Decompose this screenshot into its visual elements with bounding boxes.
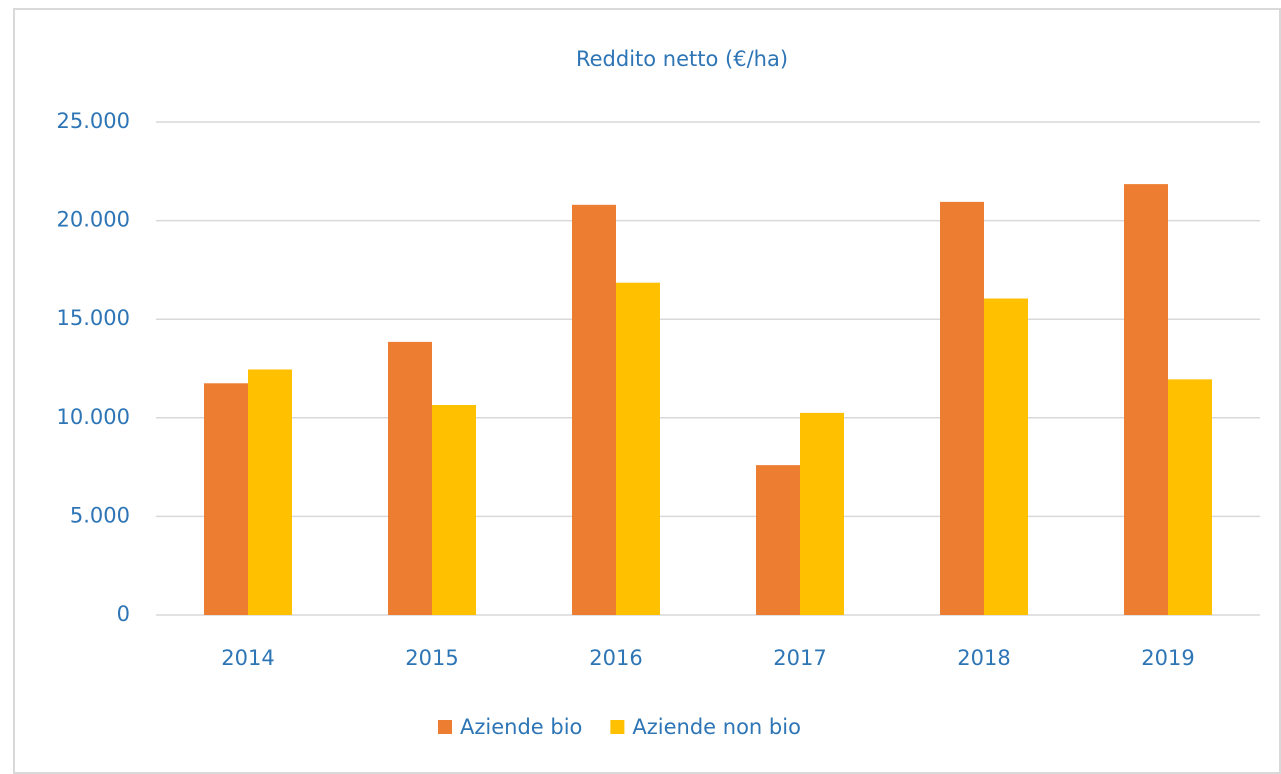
x-tick-label: 2019: [1141, 646, 1194, 670]
bar: [572, 204, 616, 615]
bar: [800, 412, 844, 615]
y-tick-label: 0: [117, 602, 130, 626]
bar: [1168, 379, 1212, 615]
bar: [940, 201, 984, 615]
y-tick-label: 25.000: [57, 109, 130, 133]
y-tick-label: 15.000: [57, 306, 130, 330]
legend-swatch: [610, 720, 625, 734]
bar: [984, 298, 1028, 615]
y-tick-label: 5.000: [70, 503, 130, 527]
x-tick-label: 2015: [405, 646, 458, 670]
x-tick-label: 2016: [589, 646, 642, 670]
legend-swatch: [438, 720, 452, 734]
x-tick-label: 2014: [221, 646, 274, 670]
x-tick-label: 2017: [773, 646, 826, 670]
bar: [756, 465, 800, 615]
bar: [248, 369, 292, 615]
x-tick-label: 2018: [957, 646, 1010, 670]
y-tick-label: 10.000: [57, 405, 130, 429]
legend-label: Aziende non bio: [632, 715, 801, 739]
legend-label: Aziende bio: [460, 715, 582, 739]
bar: [1124, 184, 1168, 616]
bar: [432, 404, 476, 615]
bar: [204, 383, 248, 615]
bar: [616, 282, 660, 615]
bar: [388, 341, 432, 615]
chart-title: Reddito netto (€/ha): [576, 47, 788, 71]
y-tick-label: 20.000: [57, 208, 130, 232]
